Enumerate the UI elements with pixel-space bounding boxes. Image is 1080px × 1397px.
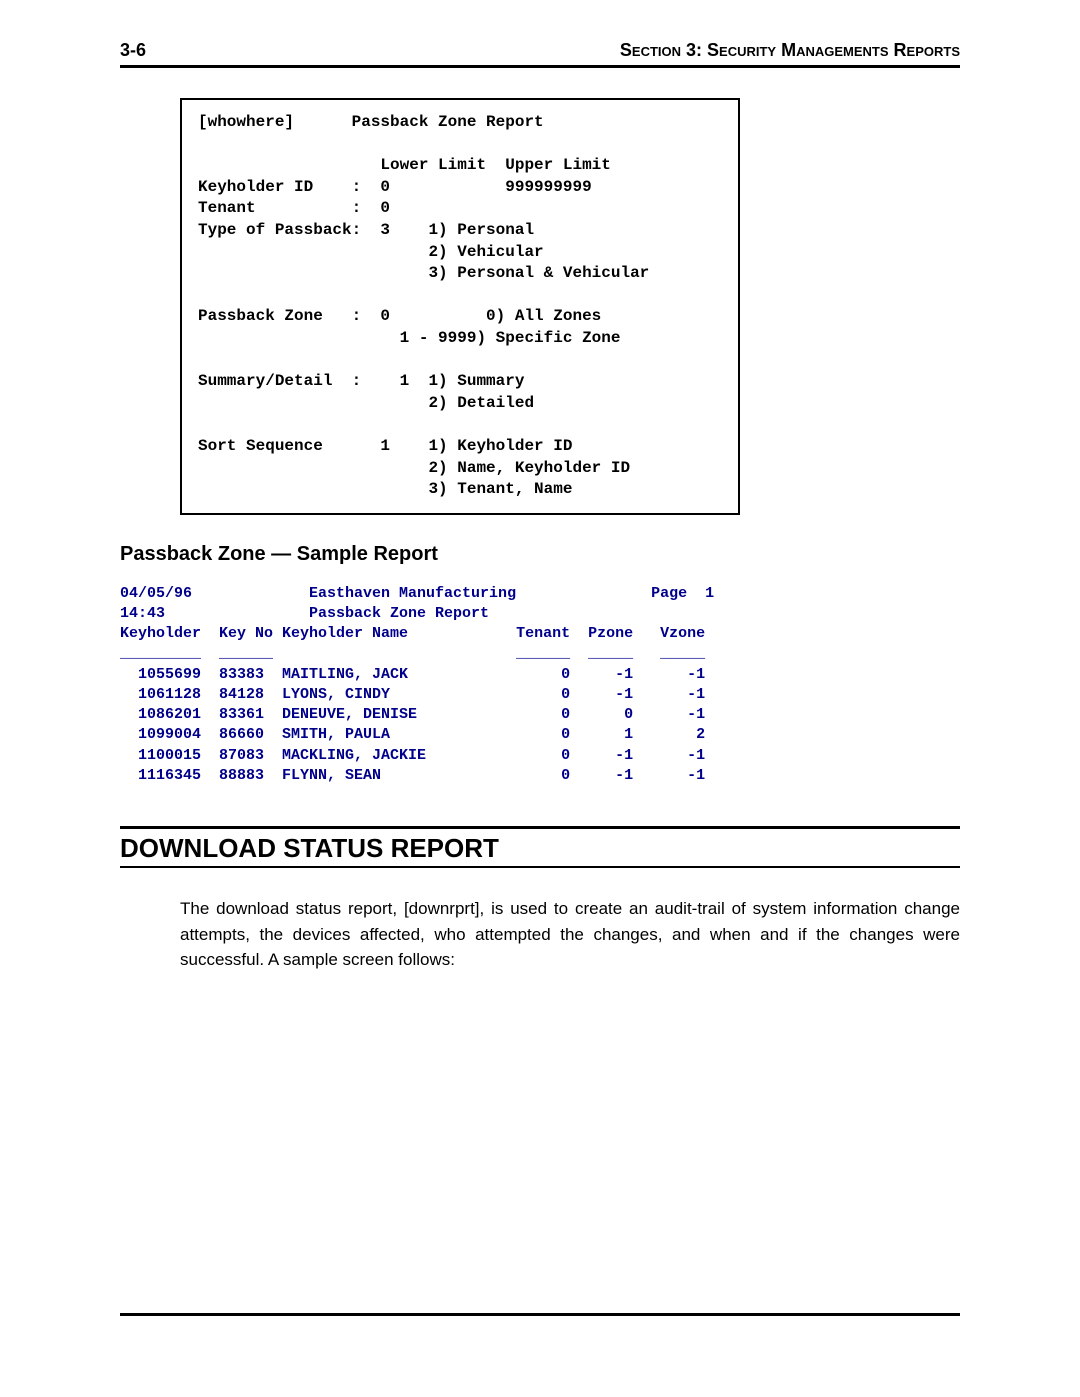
download-status-heading: DOWNLOAD STATUS REPORT (120, 826, 960, 868)
report-line: 1061128 84128 LYONS, CINDY 0 -1 -1 (120, 685, 960, 705)
page-header: 3-6 Section 3: Security Managements Repo… (120, 40, 960, 68)
section-label: Section 3: Security Managements Reports (620, 40, 960, 61)
terminal-screenshot: [whowhere] Passback Zone Report Lower Li… (180, 98, 740, 515)
report-line: 1055699 83383 MAITLING, JACK 0 -1 -1 (120, 665, 960, 685)
report-line: 14:43 Passback Zone Report (120, 604, 960, 624)
report-line: 1100015 87083 MACKLING, JACKIE 0 -1 -1 (120, 746, 960, 766)
sample-report: 04/05/96 Easthaven Manufacturing Page 11… (120, 584, 960, 787)
report-line: 1099004 86660 SMITH, PAULA 0 1 2 (120, 725, 960, 745)
footer-rule (120, 1313, 960, 1316)
download-status-paragraph: The download status report, [downrprt], … (180, 896, 960, 973)
report-line: _________ ______ ______ _____ _____ (120, 644, 960, 664)
report-line: 04/05/96 Easthaven Manufacturing Page 1 (120, 584, 960, 604)
page-number: 3-6 (120, 40, 146, 61)
report-line: 1086201 83361 DENEUVE, DENISE 0 0 -1 (120, 705, 960, 725)
report-line: 1116345 88883 FLYNN, SEAN 0 -1 -1 (120, 766, 960, 786)
report-line: Keyholder Key No Keyholder Name Tenant P… (120, 624, 960, 644)
sample-report-title: Passback Zone — Sample Report (120, 543, 960, 566)
